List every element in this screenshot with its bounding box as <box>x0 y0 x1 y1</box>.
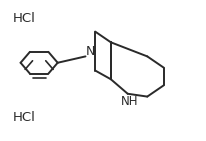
Text: N: N <box>85 45 95 58</box>
Text: HCl: HCl <box>12 12 35 25</box>
Text: NH: NH <box>121 95 138 108</box>
Text: HCl: HCl <box>12 111 35 124</box>
